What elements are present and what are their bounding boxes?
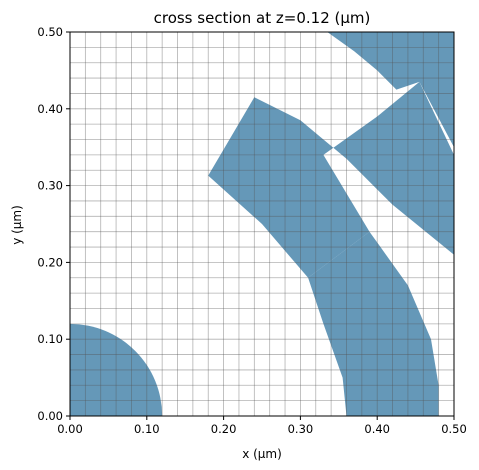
x-axis-label: x (μm): [242, 447, 282, 461]
y-tick-label: 0.00: [37, 409, 63, 423]
y-tick-label: 0.50: [37, 25, 63, 39]
y-tick-label: 0.40: [37, 102, 63, 116]
shape-layer: [70, 32, 454, 416]
center-disk: [70, 323, 163, 416]
y-tick-label: 0.20: [37, 255, 63, 269]
x-tick-label: 0.30: [288, 422, 314, 436]
y-axis-label: y (μm): [10, 205, 24, 245]
upper-arc-segment: [327, 32, 454, 148]
chart-title: cross section at z=0.12 (μm): [154, 9, 371, 27]
y-tick-label: 0.10: [37, 332, 63, 346]
x-tick-label: 0.00: [57, 422, 83, 436]
y-axis-ticks: 0.00 0.10 0.20 0.30 0.40 0.50: [37, 25, 70, 423]
outer-ring-segment: [308, 231, 439, 416]
x-tick-label: 0.10: [134, 422, 160, 436]
axes-frame: [69, 31, 455, 417]
plot-area: [69, 31, 455, 417]
x-tick-label: 0.20: [211, 422, 237, 436]
x-tick-label: 0.40: [364, 422, 390, 436]
angled-arm: [208, 81, 454, 278]
x-tick-label: 0.50: [441, 422, 467, 436]
x-axis-ticks: 0.00 0.10 0.20 0.30 0.40 0.50: [57, 416, 467, 436]
y-tick-label: 0.30: [37, 179, 63, 193]
